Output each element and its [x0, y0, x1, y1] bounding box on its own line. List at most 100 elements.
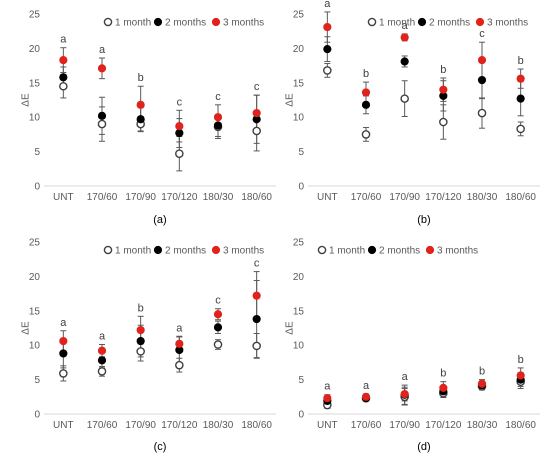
- y-axis-label: ΔE: [284, 321, 295, 335]
- chart-panel-2: ΔE 0 5 10 15 20 25 UNT 170/60 170/90 170/120 180/30…: [284, 0, 540, 226]
- legend-marker: [103, 17, 113, 27]
- data-point-3-months: [213, 310, 223, 319]
- x-tick-label: 170/60: [87, 192, 118, 203]
- y-tick-label: 15: [29, 306, 41, 317]
- legend-label: 3 months: [487, 18, 528, 29]
- data-point-3-months: [175, 339, 184, 348]
- y-tick-label: 20: [29, 272, 41, 283]
- significance-letter: a: [324, 381, 331, 393]
- x-tick-label: 180/30: [203, 192, 234, 203]
- x-tick-label: 170/60: [351, 420, 382, 431]
- data-point-3-months: [97, 64, 107, 73]
- y-tick-label: 10: [293, 113, 305, 124]
- y-axis-label: ΔE: [20, 321, 31, 335]
- significance-letter: c: [215, 91, 221, 103]
- data-point-1-month: [59, 81, 68, 91]
- y-tick-label: 20: [29, 44, 41, 55]
- x-tick-label: 180/60: [241, 192, 272, 203]
- data-point-1-month: [323, 66, 332, 75]
- y-tick-label: 5: [298, 375, 304, 386]
- data-point-1-month: [59, 369, 68, 378]
- y-tick-label: 25: [293, 238, 305, 249]
- data-point-3-months: [323, 394, 332, 403]
- y-tick-label: 5: [34, 147, 40, 158]
- x-tick-label: 180/60: [505, 192, 536, 203]
- data-point-2-months: [97, 356, 107, 365]
- data-point-3-months: [252, 108, 261, 118]
- data-point-1-month: [361, 130, 371, 139]
- data-point-3-months: [175, 122, 184, 131]
- significance-letter: c: [177, 96, 183, 108]
- x-tick-label: 170/120: [425, 420, 462, 431]
- y-tick-label: 5: [298, 147, 304, 158]
- significance-letter: a: [176, 322, 183, 334]
- legend-label: 3 months: [437, 246, 478, 257]
- y-tick-label: 5: [34, 375, 40, 386]
- y-axis-label: ΔE: [20, 93, 31, 107]
- data-point-3-months: [400, 33, 409, 42]
- x-tick-label: UNT: [53, 192, 74, 203]
- chart-panel-4: ΔE 0 5 10 15 20 25 UNT 170/60 170/90 170/120 180/30…: [284, 238, 540, 453]
- data-point-3-months: [361, 88, 371, 97]
- data-point-3-months: [323, 22, 332, 32]
- significance-letter: c: [215, 295, 221, 307]
- data-point-3-months: [516, 74, 525, 83]
- x-tick-label: UNT: [317, 192, 338, 203]
- chart-panel-1: ΔE 0 5 10 15 20 25 UNT 170/60 170/90 170/120 180/30…: [20, 10, 276, 226]
- panel-label: (b): [417, 214, 430, 226]
- data-point-2-months: [213, 121, 223, 130]
- x-tick-label: 170/120: [161, 420, 198, 431]
- y-tick-label: 10: [293, 341, 305, 352]
- significance-letter: a: [60, 317, 67, 329]
- y-tick-label: 15: [29, 78, 41, 89]
- data-point-2-months: [252, 314, 261, 324]
- legend-label: 1 month: [379, 18, 415, 29]
- x-tick-label: 180/60: [505, 420, 536, 431]
- legend-marker: [153, 245, 163, 255]
- significance-letter: b: [440, 368, 446, 380]
- panel-label: (d): [417, 441, 430, 453]
- legend-marker: [367, 17, 377, 27]
- legend-marker: [211, 17, 221, 27]
- data-point-3-months: [136, 100, 145, 109]
- y-tick-label: 15: [293, 78, 305, 89]
- data-point-1-month: [175, 149, 184, 158]
- significance-letter: b: [479, 366, 485, 378]
- data-point-2-months: [400, 57, 409, 66]
- data-point-3-months: [400, 389, 409, 399]
- legend-marker: [417, 17, 427, 27]
- data-point-1-month: [252, 341, 261, 351]
- x-tick-label: 170/90: [389, 420, 420, 431]
- significance-letter: c: [254, 81, 260, 93]
- y-tick-label: 25: [293, 10, 305, 21]
- significance-letter: a: [99, 331, 106, 343]
- significance-letter: a: [402, 20, 409, 32]
- significance-letter: b: [518, 55, 524, 67]
- panel-label: (a): [153, 214, 166, 226]
- data-point-1-month: [213, 340, 223, 349]
- significance-letter: a: [402, 371, 409, 383]
- legend-marker: [103, 245, 113, 255]
- y-tick-label: 20: [293, 272, 305, 283]
- data-point-3-months: [516, 371, 525, 380]
- data-point-3-months: [477, 379, 487, 388]
- y-tick-label: 25: [29, 10, 41, 21]
- y-axis-label: ΔE: [284, 93, 295, 107]
- legend-label: 2 months: [379, 246, 420, 257]
- significance-letter: b: [440, 64, 446, 76]
- data-point-3-months: [213, 113, 223, 122]
- chart-panel-3: ΔE 0 5 10 15 20 25 UNT 170/60 170/90 170/120 180/30…: [20, 238, 276, 453]
- legend-label: 2 months: [165, 246, 206, 257]
- x-tick-label: 170/90: [389, 192, 420, 203]
- data-point-2-months: [477, 75, 487, 85]
- y-tick-label: 0: [34, 410, 40, 421]
- data-point-2-months: [59, 73, 68, 82]
- x-tick-label: 180/60: [241, 420, 272, 431]
- data-point-3-months: [59, 336, 68, 346]
- significance-letter: c: [479, 28, 485, 40]
- data-point-2-months: [361, 100, 371, 109]
- x-tick-label: 180/30: [203, 420, 234, 431]
- y-tick-label: 20: [293, 44, 305, 55]
- significance-letter: b: [138, 302, 144, 314]
